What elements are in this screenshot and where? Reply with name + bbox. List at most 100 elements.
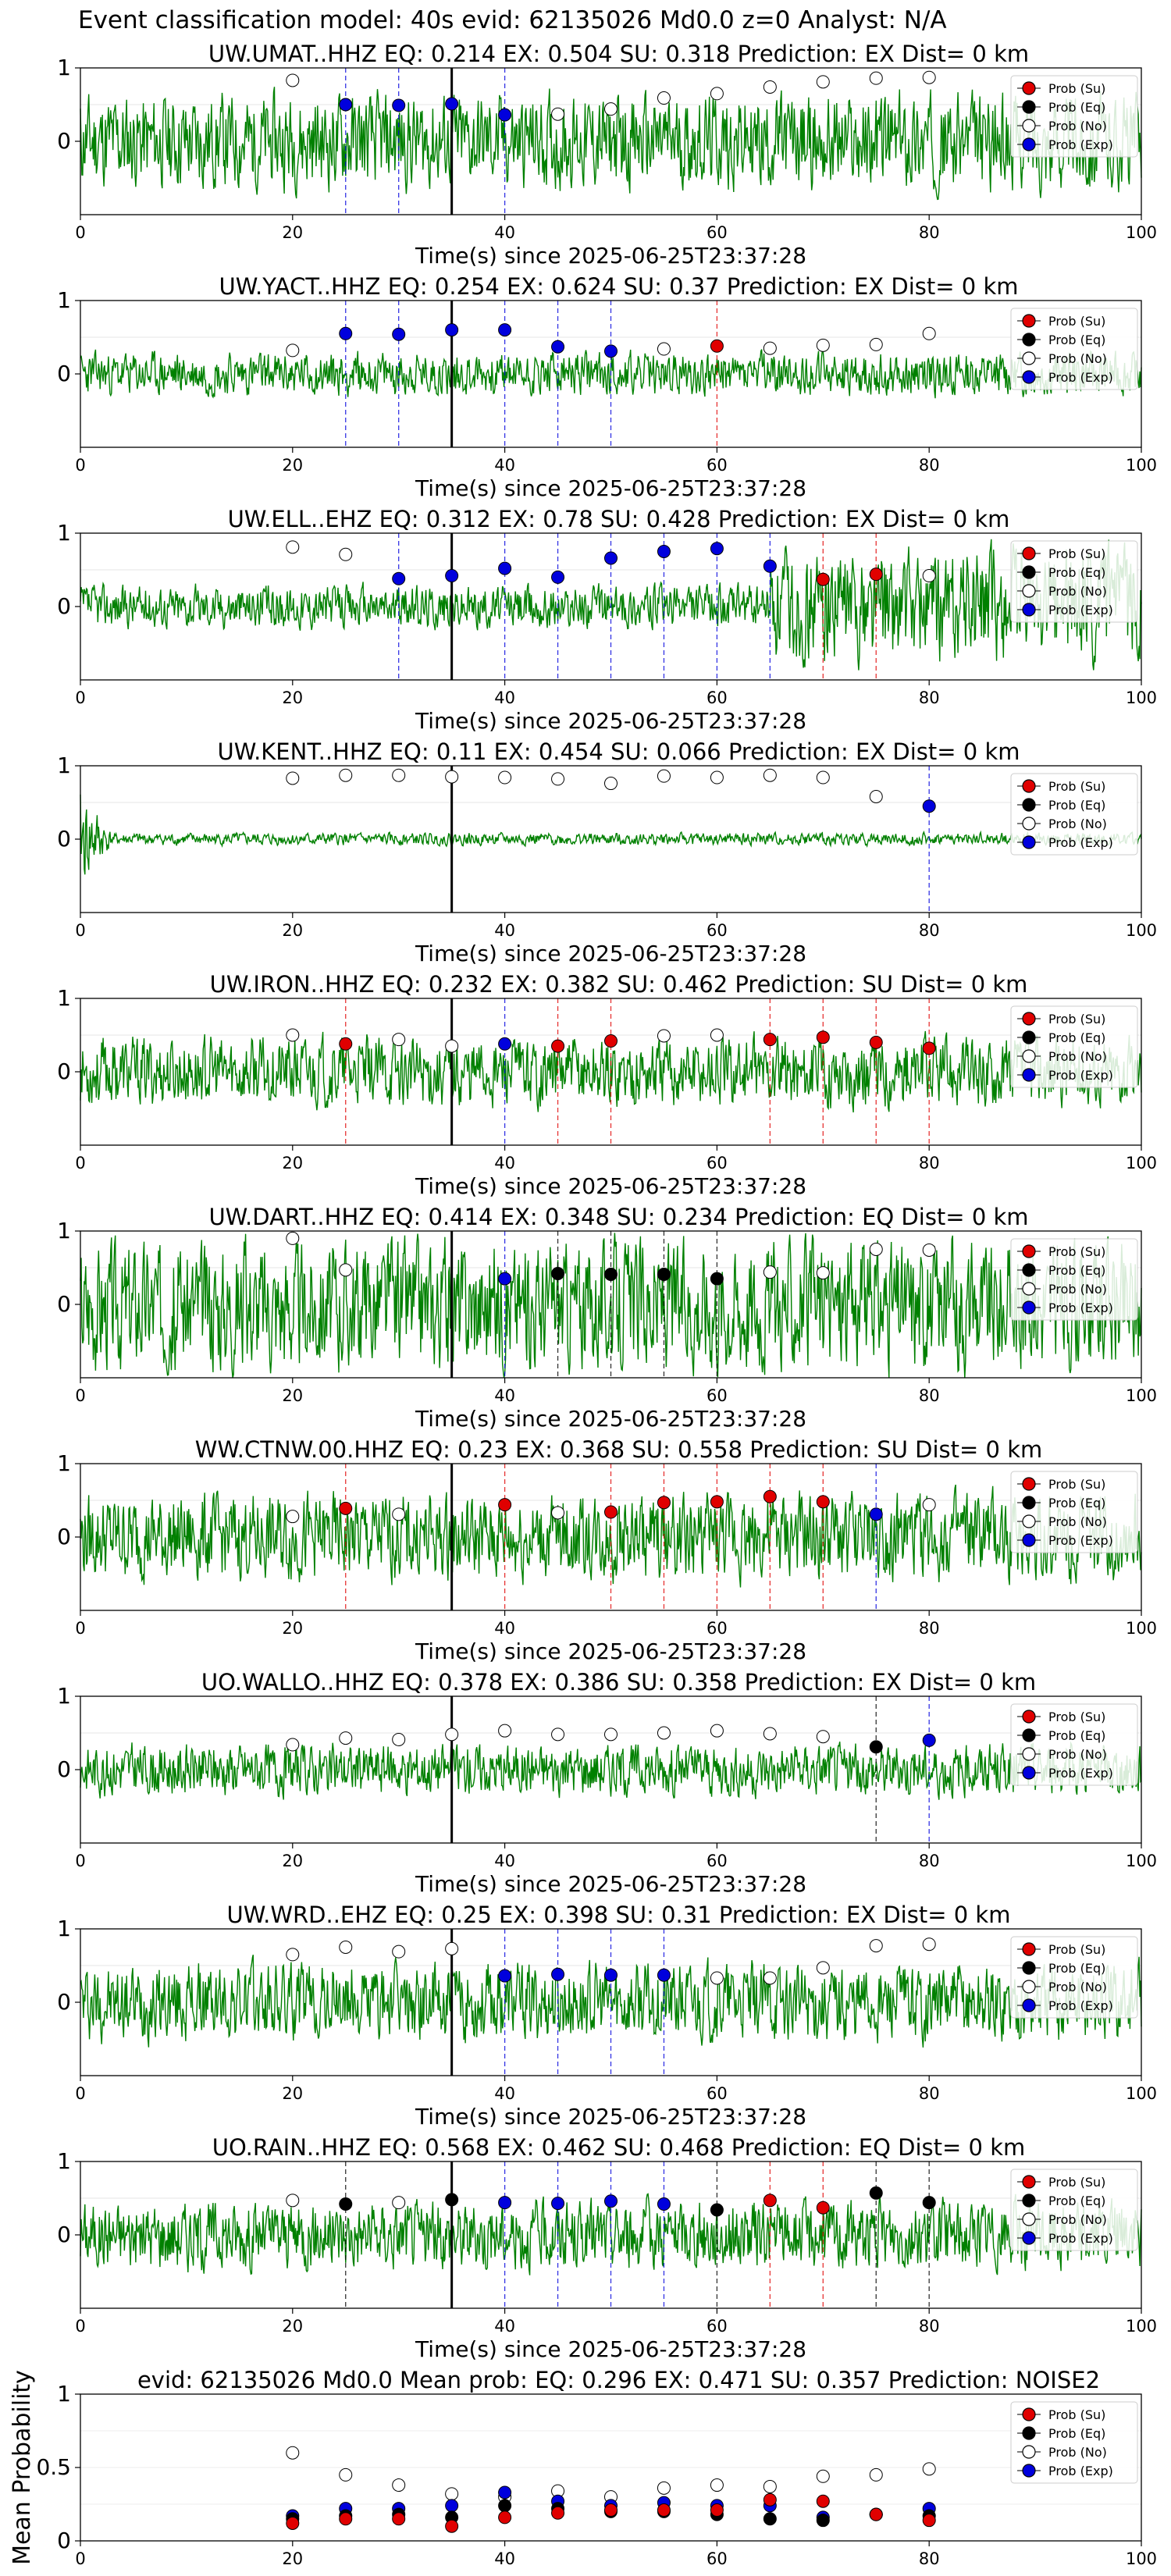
x-tick-label: 0	[75, 1154, 85, 1172]
legend-marker	[1022, 1263, 1036, 1277]
legend-label: Prob (No)	[1048, 817, 1107, 831]
x-tick-label: 20	[282, 1852, 303, 1870]
x-tick-label: 80	[919, 2084, 940, 2103]
station-panel-uw-iron--hhz: UW.IRON..HHZ EQ: 0.232 EX: 0.382 SU: 0.4…	[57, 971, 1157, 1199]
x-axis-label: Time(s) since 2025-06-25T23:37:28	[415, 243, 806, 269]
probability-marker	[710, 542, 724, 556]
figure-suptitle: Event classification model: 40s evid: 62…	[78, 6, 947, 34]
probability-marker	[657, 1029, 671, 1043]
probability-marker	[392, 571, 406, 585]
legend-box	[1010, 2401, 1138, 2484]
probability-marker	[392, 98, 406, 112]
panel-title: UW.KENT..HHZ EQ: 0.11 EX: 0.454 SU: 0.06…	[218, 738, 1020, 765]
legend-label: Prob (Su)	[1048, 2175, 1105, 2190]
probability-marker	[604, 1267, 618, 1281]
x-tick-label: 0	[75, 688, 85, 707]
mean-probability-marker	[763, 2512, 777, 2526]
legend-label: Prob (Su)	[1048, 314, 1105, 329]
legend-label: Prob (Su)	[1048, 2407, 1105, 2422]
probability-marker	[498, 1724, 512, 1738]
x-tick-label: 40	[494, 2084, 515, 2103]
legend-marker	[1022, 2445, 1036, 2459]
probability-marker	[392, 1507, 406, 1521]
x-tick-label: 20	[282, 2084, 303, 2103]
x-tick-label: 60	[707, 1154, 728, 1172]
legend-marker	[1022, 1244, 1036, 1258]
station-panel-uw-dart--hhz: UW.DART..HHZ EQ: 0.414 EX: 0.348 SU: 0.2…	[57, 1204, 1157, 1432]
x-tick-label: 80	[919, 921, 940, 940]
legend-box	[1010, 1471, 1138, 1553]
x-axis-label: Time(s) since 2025-06-25T23:37:28	[415, 475, 806, 501]
legend-label: Prob (Eq)	[1048, 1728, 1105, 1743]
mean-probability-marker	[922, 2462, 936, 2476]
legend-label: Prob (Su)	[1048, 1012, 1105, 1026]
legend-marker	[1022, 2175, 1036, 2189]
x-tick-label: 60	[707, 1386, 728, 1405]
probability-marker	[816, 338, 830, 352]
probability-marker	[604, 1727, 618, 1742]
probability-marker	[816, 1030, 830, 1044]
probability-marker	[710, 339, 724, 353]
mean-probability-marker	[763, 2492, 777, 2507]
mean-probability-marker	[551, 2506, 565, 2520]
x-tick-label: 100	[1126, 1154, 1157, 1172]
x-tick-label: 100	[1126, 1852, 1157, 1870]
y-tick-label: 1	[57, 985, 71, 1011]
mean-probability-marker	[445, 2519, 459, 2533]
x-tick-label: 0	[75, 223, 85, 242]
probability-marker	[657, 1968, 671, 1982]
probability-marker	[657, 2197, 671, 2211]
legend-marker	[1022, 81, 1036, 95]
x-axis-label: Time(s) since 2025-06-25T23:37:28	[415, 1638, 806, 1664]
legend-label: Prob (No)	[1048, 1514, 1107, 1529]
legend-box	[1010, 308, 1138, 390]
probability-marker	[816, 572, 830, 586]
x-tick-label: 20	[282, 223, 303, 242]
probability-marker	[445, 770, 459, 784]
probability-marker	[869, 337, 883, 351]
x-tick-label: 100	[1126, 688, 1157, 707]
probability-marker	[869, 71, 883, 85]
mean-probability-marker	[816, 2494, 830, 2508]
axes-frame	[80, 765, 1142, 913]
x-tick-label: 60	[707, 921, 728, 940]
y-tick-label: 0	[57, 1756, 71, 1782]
x-axis-label: Time(s) since 2025-06-25T23:37:28	[415, 2336, 806, 2362]
probability-marker	[498, 770, 512, 785]
legend-marker	[1022, 1710, 1036, 1724]
x-tick-label: 40	[494, 1852, 515, 1870]
legend-label: Prob (Eq)	[1048, 1030, 1105, 1045]
legend-label: Prob (Eq)	[1048, 100, 1105, 115]
probability-marker	[604, 102, 618, 116]
y-tick-label: 0	[57, 1524, 71, 1550]
legend-marker	[1022, 565, 1036, 579]
legend-marker	[1022, 2212, 1036, 2226]
probability-marker	[498, 561, 512, 575]
x-axis-label: Time(s) since 2025-06-25T23:37:28	[415, 1871, 806, 1897]
probability-marker	[498, 1272, 512, 1286]
probability-marker	[286, 73, 300, 87]
mean-probability-marker	[339, 2467, 353, 2482]
legend-label: Prob (No)	[1048, 1747, 1107, 1762]
legend-label: Prob (Su)	[1048, 1942, 1105, 1957]
probability-marker	[710, 770, 724, 785]
x-tick-label: 20	[282, 688, 303, 707]
x-tick-label: 60	[707, 456, 728, 475]
station-panel-uw-yact--hhz: UW.YACT..HHZ EQ: 0.254 EX: 0.624 SU: 0.3…	[57, 273, 1157, 501]
legend-label: Prob (Exp)	[1048, 2231, 1113, 2246]
probability-marker	[922, 1937, 936, 1952]
y-tick-label: 0	[57, 1059, 71, 1084]
x-tick-label: 0	[75, 1619, 85, 1638]
legend-label: Prob (Su)	[1048, 546, 1105, 561]
probability-marker	[763, 1971, 777, 1985]
y-tick-label: 1	[57, 520, 71, 546]
legend-marker	[1022, 1747, 1036, 1761]
probability-marker	[286, 1028, 300, 1042]
station-panel-uw-umat--hhz: UW.UMAT..HHZ EQ: 0.214 EX: 0.504 SU: 0.3…	[57, 41, 1157, 269]
legend-label: Prob (No)	[1048, 1980, 1107, 1994]
mean-probability-marker	[710, 2478, 724, 2492]
x-tick-label: 60	[707, 1852, 728, 1870]
probability-marker	[445, 569, 459, 583]
mean-probability-marker	[498, 2499, 512, 2513]
